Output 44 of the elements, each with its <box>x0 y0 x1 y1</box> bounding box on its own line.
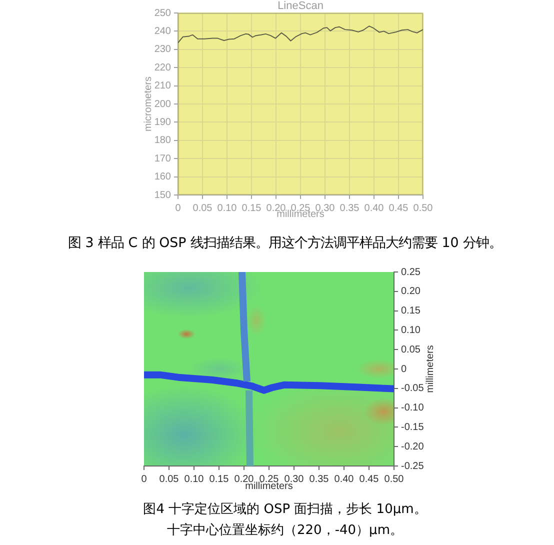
y-tick-label: -0.05 <box>401 383 424 394</box>
chart-title: LineScan <box>278 0 324 12</box>
y-tick-label: 0.15 <box>401 306 421 317</box>
y-axis-title: micrometers <box>142 76 154 132</box>
y-axis-title: millimeters <box>424 345 436 393</box>
y-tick-label: 0 <box>401 364 407 375</box>
y-tick-label: 0.10 <box>401 324 421 336</box>
y-tick-label: -0.10 <box>401 402 424 414</box>
y-tick-label: 0.05 <box>401 344 421 356</box>
x-tick-label: 0.40 <box>334 474 354 485</box>
x-tick-label: 0.45 <box>388 202 409 214</box>
x-tick-label: 0.50 <box>384 474 404 485</box>
x-tick-label: 0.45 <box>359 474 380 485</box>
x-tick-label: 0.35 <box>340 202 360 214</box>
y-tick-label: -0.25 <box>401 460 424 472</box>
x-tick-label: 0.50 <box>413 202 434 214</box>
y-tick-label: 200 <box>154 98 172 110</box>
x-tick-label: 0.30 <box>284 474 304 485</box>
text: 十字中心位置坐标约（220，-40）μm。 <box>166 523 404 539</box>
y-tick-label: 240 <box>154 26 172 37</box>
x-tick-label: 0.05 <box>192 202 213 214</box>
x-tick-label: 0.35 <box>309 474 330 485</box>
y-tick-label: 220 <box>154 62 172 74</box>
x-tick-label: 0.15 <box>209 474 230 485</box>
caption: 图4 十字定位区域的 OSP 面扫描，步长 10μm。 <box>142 502 428 518</box>
y-tick-label: 170 <box>154 153 172 164</box>
x-tick-label: 0.10 <box>184 474 204 485</box>
y-tick-label: 0.25 <box>401 266 421 278</box>
y-tick-label: 0.20 <box>401 286 421 298</box>
y-tick-label: 190 <box>154 116 172 128</box>
caption: 图 3 样品 C 的 OSP 线扫描结果。用这个方法调平样品大约需要 10 分钟。 <box>66 236 504 252</box>
y-tick-label: 150 <box>154 190 172 201</box>
y-tick-label: 230 <box>154 44 172 56</box>
y-tick-label: 250 <box>154 8 172 19</box>
y-tick-label: -0.20 <box>401 441 424 452</box>
x-tick-label: 0 <box>141 474 148 485</box>
y-tick-label: 180 <box>154 135 172 146</box>
y-tick-label: -0.15 <box>401 422 424 433</box>
x-tick-label: 0.15 <box>242 202 262 214</box>
x-tick-label: 0.40 <box>364 202 384 214</box>
x-tick-label: 0.10 <box>217 202 238 214</box>
y-tick-label: 160 <box>154 172 172 183</box>
y-tick-label: 210 <box>154 80 172 92</box>
x-tick-label: 0 <box>175 202 182 214</box>
